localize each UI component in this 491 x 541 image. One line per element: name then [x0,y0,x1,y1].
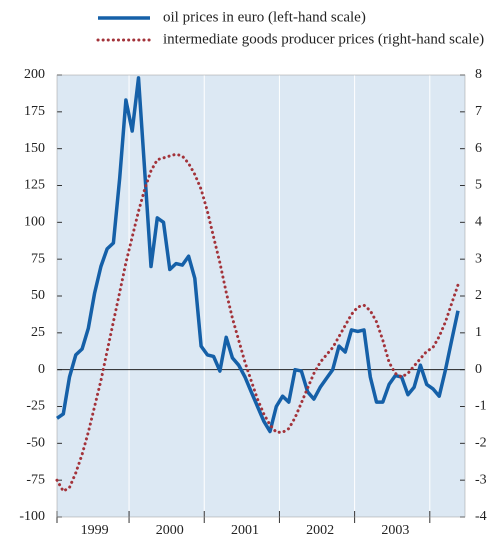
y2-tick-label: 8 [475,67,482,82]
y2-tick-label: -4 [475,509,487,524]
x-tick-label: 2001 [231,523,259,538]
x-tick-label: 2000 [156,523,184,538]
y2-tick-label: 1 [475,325,482,340]
y2-tick-label: 2 [475,288,482,303]
y-tick-label: 150 [24,141,45,156]
legend-label: intermediate goods producer prices (righ… [163,31,484,47]
y-tick-label: -75 [26,472,45,487]
x-tick-label: 2002 [306,523,334,538]
series-line [55,76,460,434]
y2-tick-label: 6 [475,141,482,156]
y2-tick-label: -2 [475,436,487,451]
y-tick-label: 50 [31,288,45,303]
y2-tick-label: 5 [475,178,482,193]
y-tick-label: 100 [24,215,45,230]
y2-tick-label: -3 [475,472,487,487]
series-line [55,152,460,494]
y2-tick-label: 3 [475,251,482,266]
y2-tick-label: 7 [475,104,482,119]
y-tick-label: -25 [26,399,45,414]
y2-tick-label: 4 [475,215,482,230]
x-tick-label: 2003 [381,523,409,538]
y-tick-label: -100 [19,509,45,524]
y-tick-label: 0 [38,362,45,377]
y-tick-label: 125 [24,178,45,193]
y-tick-label: 25 [31,325,45,340]
plot-area [57,75,465,517]
y-tick-label: 75 [31,251,45,266]
y2-tick-label: -1 [475,399,487,414]
y-tick-label: 200 [24,67,45,82]
y-tick-label: -50 [26,436,45,451]
x-tick-label: 1999 [81,523,109,538]
legend-label: oil prices in euro (left-hand scale) [163,9,366,25]
y2-tick-label: 0 [475,362,482,377]
plot-frame [56,74,466,518]
y-tick-label: 175 [24,104,45,119]
